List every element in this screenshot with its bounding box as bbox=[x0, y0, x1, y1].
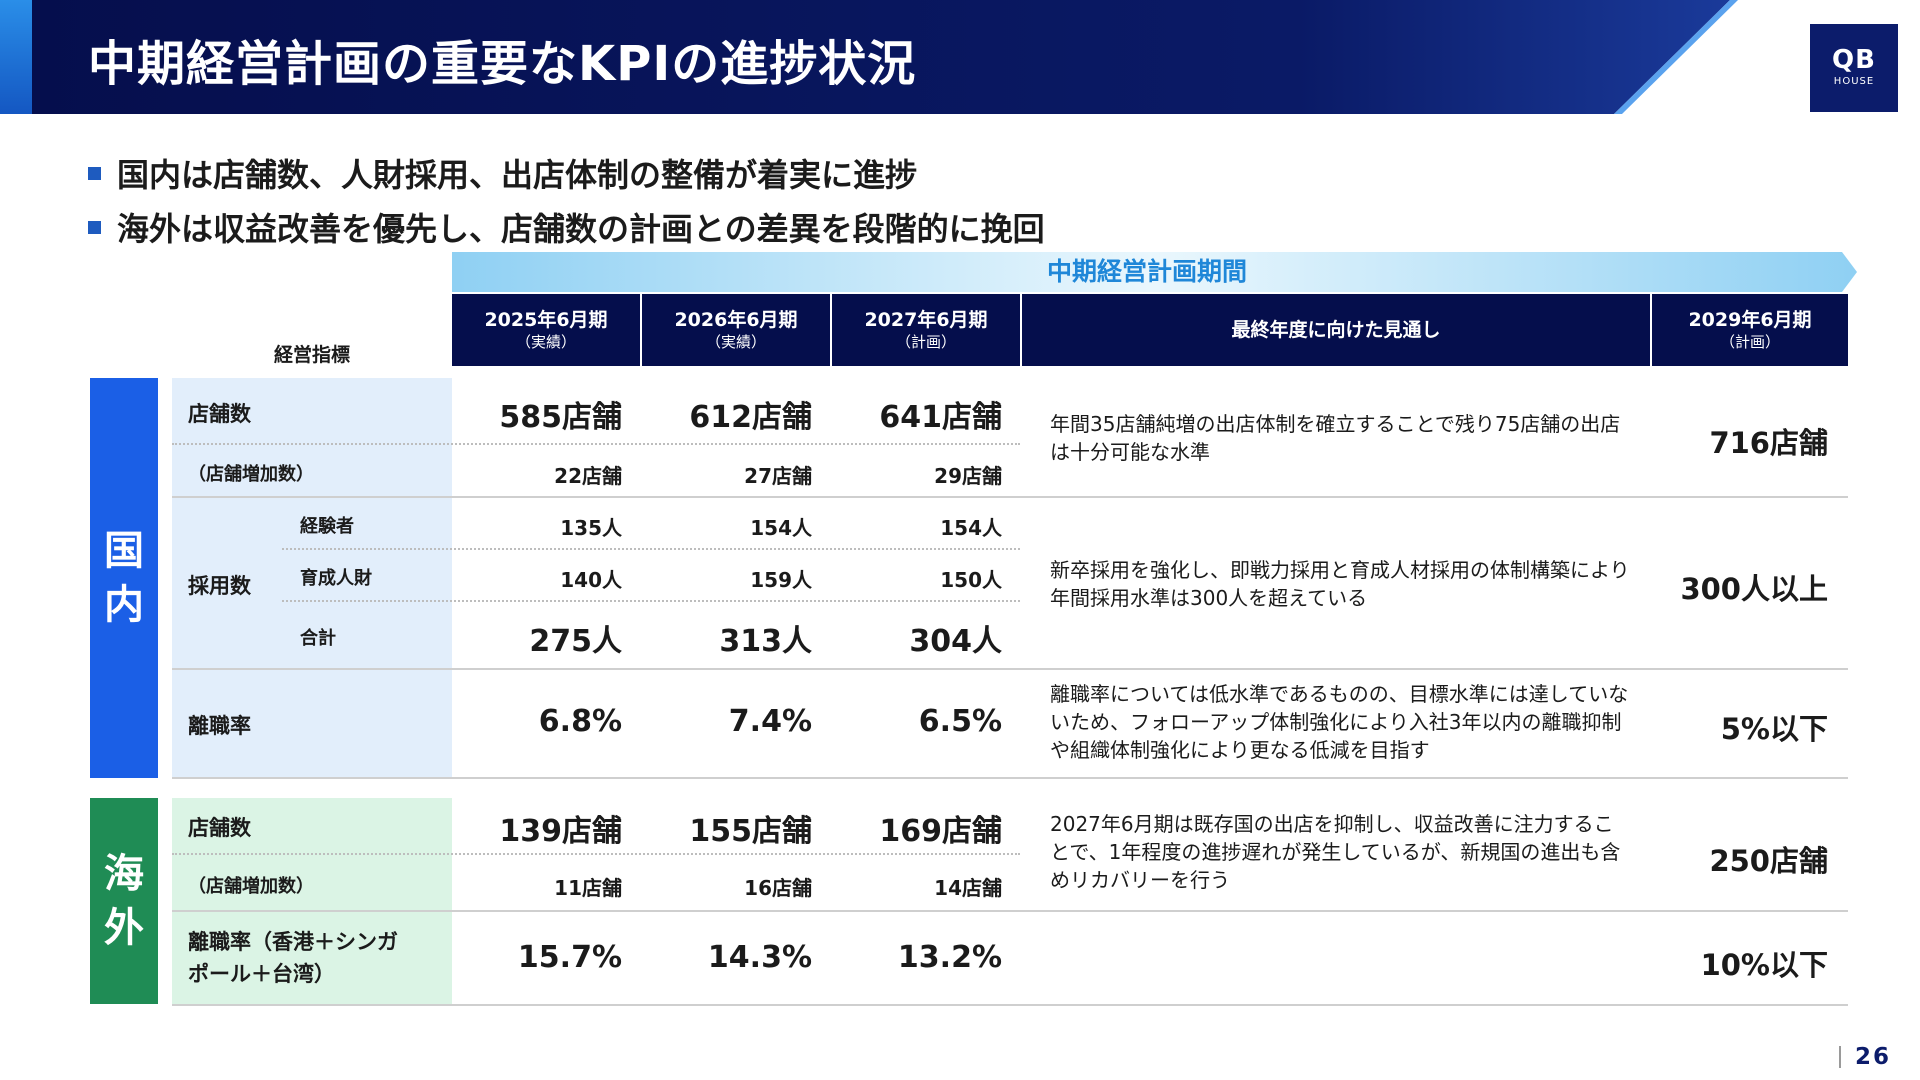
hiring-experienced-fy2027: 154人 bbox=[940, 516, 1002, 540]
title-bar: 中期経営計画の重要なKPIの進捗状況 bbox=[0, 0, 1920, 114]
kpi-column-header: 経営指標 bbox=[273, 344, 350, 366]
overseas-increase-fy2026: 16店舗 bbox=[744, 876, 812, 900]
bullet-text: 海外は収益改善を優先し、店舗数の計画との差異を段階的に挽回 bbox=[117, 210, 1045, 248]
overseas-turnover-fy2026: 14.3% bbox=[707, 940, 812, 975]
bullet-item: 海外は収益改善を優先し、店舗数の計画との差異を段階的に挽回 bbox=[88, 200, 1045, 254]
row-divider bbox=[172, 443, 1020, 445]
square-bullet-icon bbox=[88, 220, 101, 234]
domestic-stores-fy2026: 612店舗 bbox=[689, 400, 812, 435]
domestic-region-label: 国 内 bbox=[90, 378, 158, 778]
hiring-outlook: 新卒採用を強化し、即戦力採用と育成人材採用の体制構築により年間採用水準は300人… bbox=[1050, 558, 1630, 610]
hiring-total-label: 合計 bbox=[300, 628, 336, 649]
summary-bullets: 国内は店舗数、人財採用、出店体制の整備が着実に進捗 海外は収益改善を優先し、店舗… bbox=[88, 146, 1045, 254]
page-number: 26 bbox=[1855, 1044, 1892, 1070]
domestic-increase-fy2027: 29店舗 bbox=[934, 464, 1002, 488]
row-divider bbox=[172, 910, 1848, 912]
column-header-fy2025: 2025年6月期 （実績） bbox=[452, 294, 640, 366]
hiring-trainee-label: 育成人財 bbox=[300, 568, 372, 589]
overseas-stores-fy2027: 169店舗 bbox=[879, 814, 1002, 849]
column-header-fy2026: 2026年6月期 （実績） bbox=[642, 294, 830, 366]
qb-house-logo: QB HOUSE bbox=[1810, 24, 1898, 112]
overseas-stores-label: 店舗数 bbox=[188, 816, 251, 840]
title-bar-background bbox=[0, 0, 1738, 114]
domestic-increase-label: （店舗増加数） bbox=[188, 464, 314, 485]
overseas-increase-label: （店舗増加数） bbox=[188, 876, 314, 897]
overseas-region-label: 海 外 bbox=[90, 798, 158, 1004]
domestic-turnover-fy2027: 6.5% bbox=[918, 704, 1002, 739]
overseas-turnover-fy2025: 15.7% bbox=[517, 940, 622, 975]
domestic-stores-label: 店舗数 bbox=[188, 402, 251, 426]
arrow-banner-icon bbox=[452, 252, 1857, 292]
row-divider bbox=[172, 668, 1848, 670]
hiring-trainee-fy2026: 159人 bbox=[750, 568, 812, 592]
bullet-item: 国内は店舗数、人財採用、出店体制の整備が着実に進捗 bbox=[88, 146, 1045, 200]
overseas-increase-fy2027: 14店舗 bbox=[934, 876, 1002, 900]
hiring-total-fy2025: 275人 bbox=[529, 624, 622, 659]
domestic-stores-fy2025: 585店舗 bbox=[499, 400, 622, 435]
overseas-turnover-target: 10%以下 bbox=[1700, 948, 1828, 982]
hiring-trainee-fy2025: 140人 bbox=[560, 568, 622, 592]
hiring-target: 300人以上 bbox=[1680, 572, 1828, 606]
logo-wordmark: QB bbox=[1832, 45, 1876, 75]
row-divider bbox=[172, 1004, 1848, 1006]
domestic-turnover-label: 離職率 bbox=[188, 714, 251, 738]
logo-subtext: HOUSE bbox=[1833, 76, 1875, 87]
domestic-turnover-fy2025: 6.8% bbox=[538, 704, 622, 739]
page-title: 中期経営計画の重要なKPIの進捗状況 bbox=[88, 36, 917, 92]
domestic-turnover-target: 5%以下 bbox=[1720, 712, 1828, 746]
domestic-stores-target: 716店舗 bbox=[1709, 426, 1828, 460]
overseas-label-column bbox=[172, 798, 452, 1004]
square-bullet-icon bbox=[88, 166, 101, 180]
column-header-fy2027: 2027年6月期 （計画） bbox=[832, 294, 1020, 366]
hiring-total-fy2026: 313人 bbox=[719, 624, 812, 659]
overseas-stores-fy2026: 155店舗 bbox=[689, 814, 812, 849]
hiring-trainee-fy2027: 150人 bbox=[940, 568, 1002, 592]
domestic-increase-fy2026: 27店舗 bbox=[744, 464, 812, 488]
domestic-hiring-label: 採用数 bbox=[188, 574, 251, 598]
page-number-divider bbox=[1839, 1046, 1841, 1068]
domestic-stores-outlook: 年間35店舗純増の出店体制を確立することで残り75店舗の出店は十分可能な水準 bbox=[1050, 412, 1621, 464]
hiring-experienced-fy2025: 135人 bbox=[560, 516, 622, 540]
bullet-text: 国内は店舗数、人財採用、出店体制の整備が着実に進捗 bbox=[117, 156, 918, 194]
domestic-turnover-fy2026: 7.4% bbox=[728, 704, 812, 739]
plan-period-label: 中期経営計画期間 bbox=[1046, 257, 1247, 286]
row-divider bbox=[172, 777, 1848, 779]
overseas-turnover-fy2027: 13.2% bbox=[897, 940, 1002, 975]
hiring-experienced-fy2026: 154人 bbox=[750, 516, 812, 540]
plan-period-banner: 中期経営計画期間 bbox=[452, 252, 1857, 292]
overseas-increase-fy2025: 11店舗 bbox=[554, 876, 622, 900]
column-header-fy2029: 2029年6月期 （計画） bbox=[1652, 294, 1848, 366]
row-divider bbox=[282, 548, 1020, 550]
overseas-stores-fy2025: 139店舗 bbox=[499, 814, 622, 849]
overseas-stores-target: 250店舗 bbox=[1709, 844, 1828, 878]
column-header-outlook: 最終年度に向けた見通し bbox=[1022, 294, 1650, 366]
hiring-experienced-label: 経験者 bbox=[300, 516, 354, 537]
overseas-turnover-label: 離職率（香港＋シンガ ポール＋台湾） bbox=[188, 930, 398, 986]
row-divider bbox=[282, 600, 1020, 602]
domestic-increase-fy2025: 22店舗 bbox=[554, 464, 622, 488]
domestic-stores-fy2027: 641店舗 bbox=[879, 400, 1002, 435]
row-divider bbox=[172, 853, 1020, 855]
domestic-turnover-outlook: 離職率については低水準であるものの、目標水準には達していないため、フォローアップ… bbox=[1050, 682, 1629, 762]
hiring-total-fy2027: 304人 bbox=[909, 624, 1002, 659]
row-divider bbox=[172, 496, 1848, 498]
overseas-stores-outlook: 2027年6月期は既存国の出店を抑制し、収益改善に注力することで、1年程度の進捗… bbox=[1050, 812, 1621, 892]
